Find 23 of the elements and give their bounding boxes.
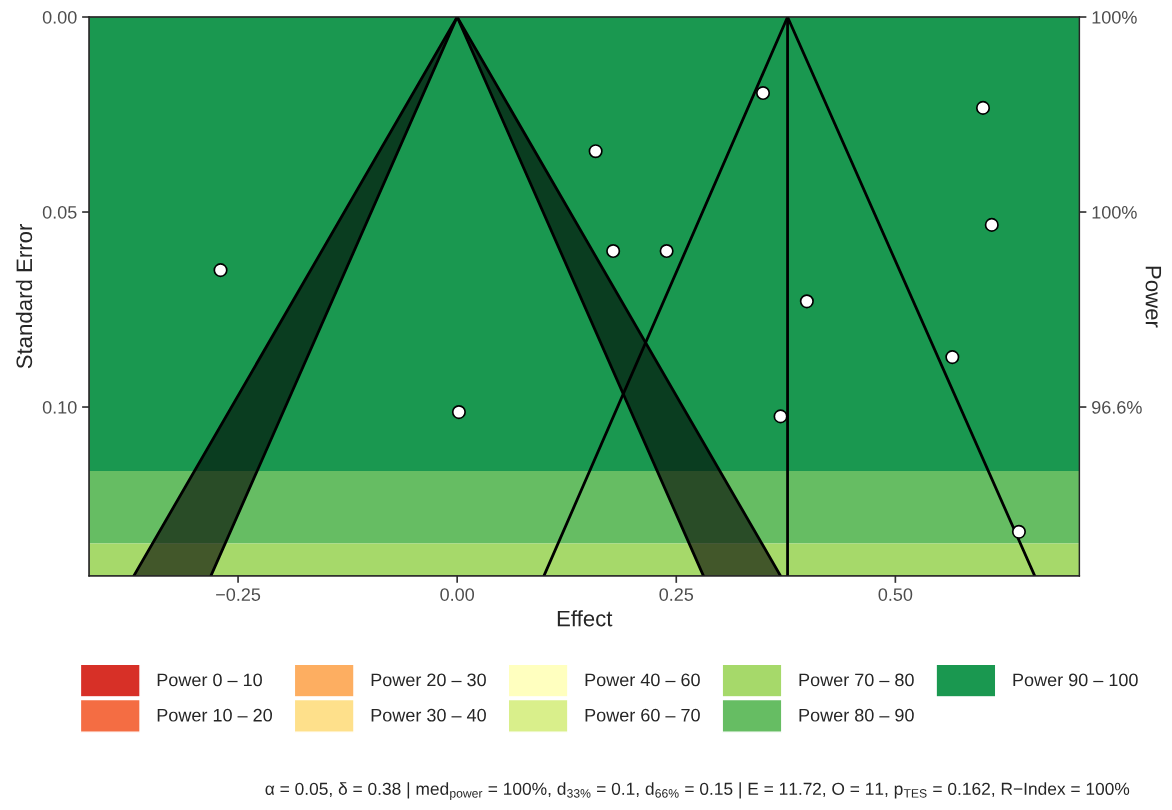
legend-label: Power 0 – 10: [157, 673, 262, 687]
legend-label: Power 60 – 70: [585, 708, 700, 722]
y-tick-label: 0.00: [42, 10, 77, 24]
category-label: 100%: [1092, 205, 1137, 219]
x-tick-label: 0.50: [878, 588, 913, 601]
x-tick-label: 0.25: [659, 588, 694, 601]
legend-label: Power 80 – 90: [799, 708, 914, 722]
y2-axis-title: Power: [1145, 266, 1162, 328]
legend-label: Power 20 – 30: [371, 673, 486, 687]
legend-label: Power 70 – 80: [799, 673, 914, 687]
x-axis-title: Effect: [557, 610, 613, 627]
y-axis-title: Standard Error: [15, 223, 33, 369]
y-tick-label: 0.10: [42, 400, 77, 414]
legend-label: Power 10 – 20: [157, 708, 272, 722]
legend-label: Power 30 – 40: [371, 708, 486, 722]
legend-label: Power 90 – 100: [1013, 673, 1138, 687]
y-tick-label: 0.05: [42, 205, 77, 219]
legend-label: Power 40 – 60: [585, 673, 700, 687]
category-label: 96.6%: [1092, 400, 1142, 414]
category-label: 100%: [1092, 10, 1137, 24]
x-tick-label: −0.25: [216, 588, 261, 601]
x-tick-label: 0.00: [440, 588, 475, 601]
text: α = 0.05, δ = 0.38 | med$_{power}$ = 100%, d$_{33%}$ = 0.1, d$_{66%}$ = 0.15 | E = 11.72, O = 11, p$_{TES}$ = 0.162, R−Index = 100%: [265, 782, 1130, 801]
